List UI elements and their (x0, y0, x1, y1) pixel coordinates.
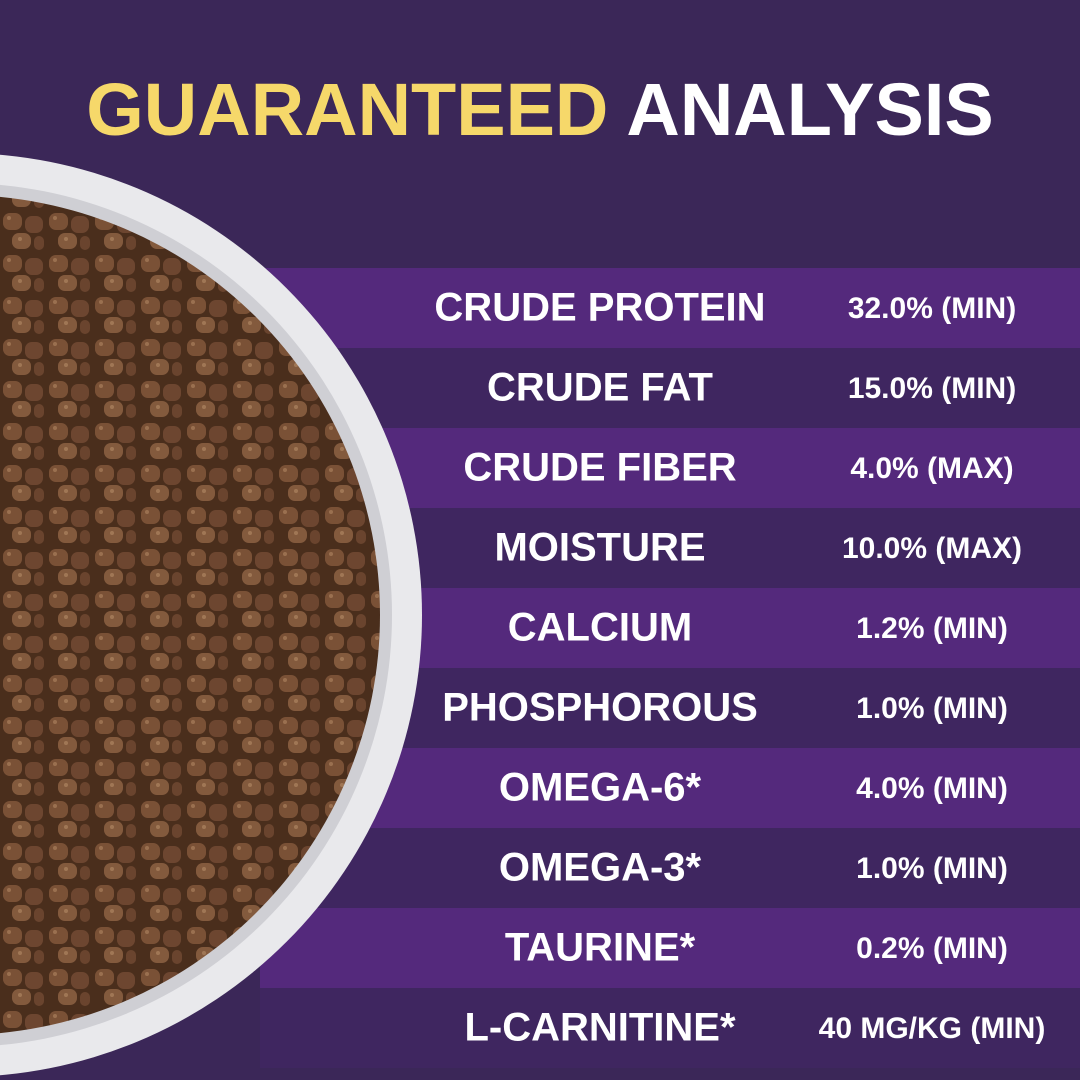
row-band (260, 348, 1080, 428)
nutrient-name: OMEGA-3* (499, 846, 702, 890)
nutrient-value: 0.2% (MIN) (856, 932, 1008, 965)
kibble (0, 197, 380, 1033)
nutrient-value: 10.0% (MAX) (842, 532, 1022, 565)
title: GUARANTEED ANALYSIS (86, 68, 994, 151)
row-band (260, 828, 1080, 908)
nutrient-name: L-CARNITINE* (464, 1006, 736, 1050)
nutrient-value: 4.0% (MAX) (850, 452, 1013, 485)
nutrient-value: 4.0% (MIN) (856, 772, 1008, 805)
nutrient-name: CRUDE PROTEIN (434, 286, 765, 330)
bowl-image (0, 154, 422, 1076)
row-band (260, 908, 1080, 988)
nutrient-name: TAURINE* (505, 926, 696, 970)
nutrient-name: MOISTURE (494, 526, 705, 570)
nutrient-name: CRUDE FAT (487, 366, 713, 410)
nutrient-value: 15.0% (MIN) (848, 372, 1016, 405)
nutrient-value: 32.0% (MIN) (848, 292, 1016, 325)
nutrient-name: PHOSPHOROUS (442, 686, 758, 730)
row-band (260, 268, 1080, 348)
nutrient-name: CRUDE FIBER (463, 446, 736, 490)
nutrient-name: OMEGA-6* (499, 766, 702, 810)
nutrient-value: 40 MG/KG (MIN) (819, 1012, 1046, 1045)
nutrient-value: 1.0% (MIN) (856, 852, 1008, 885)
nutrient-value: 1.0% (MIN) (856, 692, 1008, 725)
title-highlight: GUARANTEED (86, 68, 608, 151)
nutrient-value: 1.2% (MIN) (856, 612, 1008, 645)
row-band (260, 988, 1080, 1068)
title-rest: ANALYSIS (626, 68, 993, 151)
nutrient-name: CALCIUM (508, 606, 692, 650)
